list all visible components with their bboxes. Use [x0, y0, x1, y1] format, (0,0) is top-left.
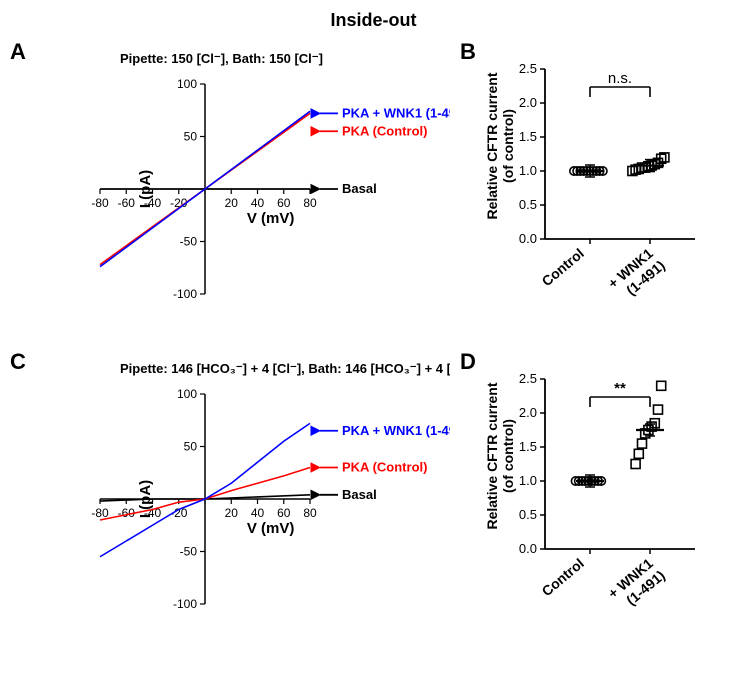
- main-title: Inside-out: [10, 10, 737, 31]
- svg-text:50: 50: [184, 130, 198, 144]
- panel-d-chart: 0.0 0.5 1.0 1.5 2.0 2.5 Relative CFTR current(…: [460, 349, 740, 649]
- svg-text:V (mV): V (mV): [247, 210, 295, 227]
- svg-text:40: 40: [251, 506, 265, 520]
- svg-text:100: 100: [177, 387, 197, 401]
- svg-text:2.0: 2.0: [519, 95, 537, 110]
- svg-text:**: **: [614, 380, 626, 397]
- svg-text:PKA + WNK1 (1-491): PKA + WNK1 (1-491): [342, 105, 450, 120]
- svg-text:-100: -100: [173, 597, 197, 611]
- svg-text:PKA (Control): PKA (Control): [342, 123, 427, 138]
- svg-text:Pipette: 146 [HCO₃⁻] + 4 [Cl⁻]: Pipette: 146 [HCO₃⁻] + 4 [Cl⁻], Bath: 14…: [120, 361, 450, 376]
- panel-c-chart: Pipette: 146 [HCO₃⁻] + 4 [Cl⁻], Bath: 14…: [10, 349, 450, 649]
- svg-text:Basal: Basal: [342, 181, 377, 196]
- svg-text:0.5: 0.5: [519, 197, 537, 212]
- svg-text:-80: -80: [91, 196, 109, 210]
- svg-text:60: 60: [277, 196, 291, 210]
- figure-grid: A Pipette: 150 [Cl⁻], Bath: 150 [Cl⁻] -80…: [10, 39, 737, 649]
- svg-text:40: 40: [251, 196, 265, 210]
- svg-text:Relative CFTR current: Relative CFTR current: [484, 72, 500, 219]
- svg-text:0.0: 0.0: [519, 541, 537, 556]
- svg-text:V (mV): V (mV): [247, 520, 295, 537]
- svg-text:0.5: 0.5: [519, 507, 537, 522]
- svg-text:1.5: 1.5: [519, 439, 537, 454]
- svg-text:0.0: 0.0: [519, 231, 537, 246]
- svg-text:20: 20: [225, 506, 239, 520]
- svg-text:-50: -50: [180, 545, 198, 559]
- panel-a: A Pipette: 150 [Cl⁻], Bath: 150 [Cl⁻] -80…: [10, 39, 450, 339]
- svg-text:2.5: 2.5: [519, 61, 537, 76]
- svg-text:n.s.: n.s.: [608, 70, 632, 87]
- svg-text:1.0: 1.0: [519, 473, 537, 488]
- svg-text:Pipette: 150 [Cl⁻], Bath: 150: Pipette: 150 [Cl⁻], Bath: 150 [Cl⁻]: [120, 51, 323, 66]
- svg-text:1.0: 1.0: [519, 163, 537, 178]
- svg-text:80: 80: [303, 196, 317, 210]
- panel-b-chart: 0.0 0.5 1.0 1.5 2.0 2.5 Relative CFTR current(…: [460, 39, 740, 339]
- panel-d-label: D: [460, 349, 476, 375]
- svg-text:Control: Control: [539, 555, 587, 599]
- svg-text:80: 80: [303, 506, 317, 520]
- svg-text:20: 20: [225, 196, 239, 210]
- svg-text:2.5: 2.5: [519, 371, 537, 386]
- svg-text:(of control): (of control): [500, 109, 516, 183]
- svg-text:-100: -100: [173, 287, 197, 301]
- svg-text:2.0: 2.0: [519, 405, 537, 420]
- svg-text:PKA (Control): PKA (Control): [342, 460, 427, 475]
- svg-text:100: 100: [177, 77, 197, 91]
- panel-c: C Pipette: 146 [HCO₃⁻] + 4 [Cl⁻], Bath: …: [10, 349, 450, 649]
- svg-text:PKA + WNK1 (1-491): PKA + WNK1 (1-491): [342, 423, 450, 438]
- panel-c-label: C: [10, 349, 26, 375]
- svg-text:-50: -50: [180, 235, 198, 249]
- panel-d: D 0.0 0.5 1.0 1.5 2.0 2.5 Relative CFTR curren…: [460, 349, 740, 649]
- svg-text:(of control): (of control): [500, 419, 516, 493]
- panel-b: B 0.0 0.5 1.0 1.5 2.0 2.5 Relative CFTR curren…: [460, 39, 740, 339]
- svg-text:-60: -60: [118, 196, 136, 210]
- svg-text:-80: -80: [91, 506, 109, 520]
- svg-text:50: 50: [184, 440, 198, 454]
- panel-b-label: B: [460, 39, 476, 65]
- svg-text:1.5: 1.5: [519, 129, 537, 144]
- svg-text:60: 60: [277, 506, 291, 520]
- svg-text:Control: Control: [539, 245, 587, 289]
- svg-text:Basal: Basal: [342, 487, 377, 502]
- panel-a-label: A: [10, 39, 26, 65]
- svg-text:Relative CFTR current: Relative CFTR current: [484, 382, 500, 529]
- panel-a-chart: Pipette: 150 [Cl⁻], Bath: 150 [Cl⁻] -80 -6…: [10, 39, 450, 339]
